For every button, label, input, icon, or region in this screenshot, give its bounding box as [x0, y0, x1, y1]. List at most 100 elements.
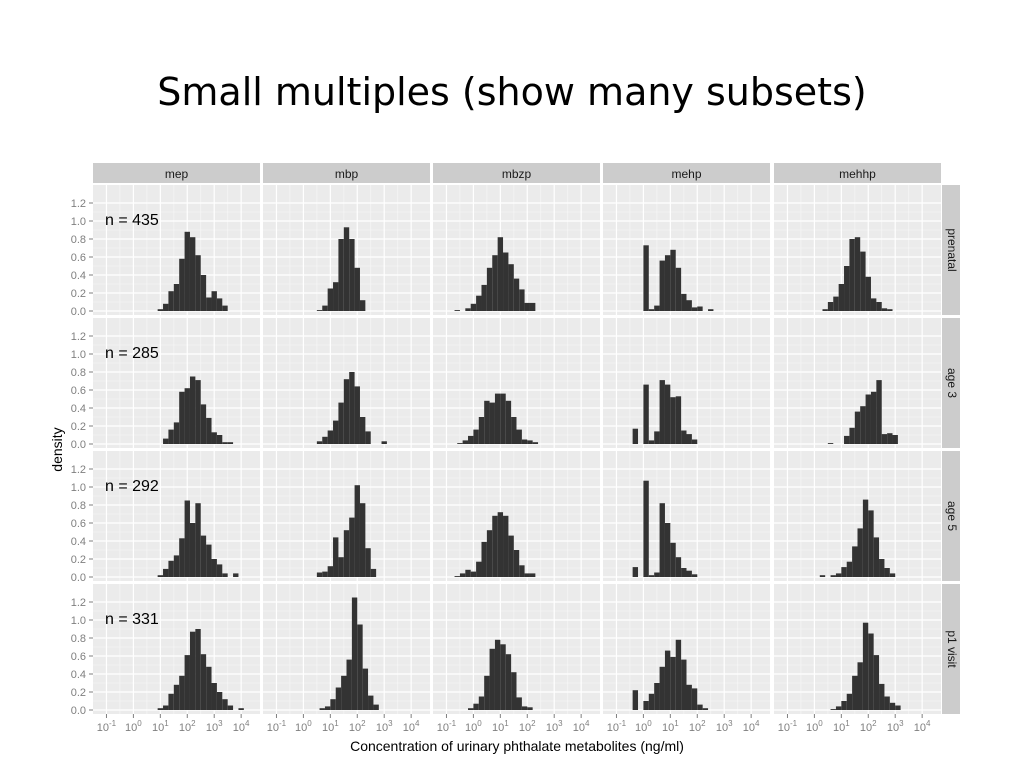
histogram-bar [844, 266, 850, 311]
histogram-bar [500, 644, 506, 710]
histogram-bar [675, 267, 682, 311]
histogram-bar [365, 548, 371, 577]
histogram-bar [532, 442, 539, 444]
histogram-bar [238, 708, 244, 710]
histogram-bar [486, 530, 493, 577]
histogram-bar [468, 708, 474, 710]
x-tick-label: 102 [689, 719, 706, 734]
x-tick-label: 100 [806, 719, 823, 734]
histogram-bar [316, 310, 323, 311]
histogram-bar [876, 380, 882, 444]
histogram-bar [654, 305, 660, 311]
histogram-bar [686, 570, 692, 577]
strip-prenatal [942, 185, 960, 315]
histogram-bar [857, 528, 863, 577]
y-tick-label: 1.0 [71, 216, 86, 228]
histogram-bar [835, 706, 842, 710]
histogram-bar [865, 394, 871, 444]
strip-label-prenatal: prenatal [945, 228, 959, 271]
histogram-bar [516, 429, 522, 444]
histogram-bar [222, 442, 228, 444]
histogram-bar [343, 227, 350, 311]
histogram-bar [381, 441, 387, 444]
histogram-bar [889, 573, 896, 577]
histogram-bar [211, 432, 217, 444]
histogram-bar [330, 699, 336, 710]
strip-label-mbp: mbp [335, 167, 359, 181]
histogram-bar [632, 428, 639, 444]
histogram-bar [659, 260, 665, 311]
histogram-bar [513, 550, 520, 577]
histogram-bar [457, 443, 463, 444]
histogram-bar [195, 380, 201, 444]
histogram-bar [691, 439, 698, 444]
panel-background [603, 451, 770, 581]
histogram-bar [346, 659, 352, 710]
histogram-bar [884, 696, 890, 710]
histogram-bar [870, 298, 877, 311]
histogram-bar [163, 303, 169, 311]
histogram-bar [216, 692, 223, 710]
strip-label-age-5: age 5 [945, 501, 959, 531]
histogram-bar [189, 631, 196, 710]
histogram-bar [478, 417, 485, 444]
histogram-bar [521, 706, 528, 710]
histogram-bar [163, 438, 169, 444]
histogram-bar [470, 303, 477, 311]
y-tick-label: 0.2 [71, 421, 86, 433]
histogram-bar [879, 559, 885, 577]
histogram-bar [327, 430, 334, 444]
x-tick-label: 10-1 [97, 719, 117, 734]
histogram-bar [670, 249, 676, 311]
histogram-bar [168, 693, 174, 710]
histogram-bar [343, 379, 350, 444]
histogram-bar [365, 431, 371, 444]
histogram-bar [846, 693, 853, 710]
strip-age-5 [942, 451, 960, 581]
histogram-bar [670, 542, 676, 577]
histogram-bar [822, 309, 828, 311]
histogram-bar [157, 309, 164, 311]
histogram-bar [189, 237, 196, 311]
histogram-bar [876, 302, 882, 311]
histogram-bar [233, 573, 239, 577]
histogram-bar [827, 302, 834, 311]
n-label: n = 435 [105, 212, 159, 229]
y-tick-label: 0.0 [71, 572, 86, 584]
histogram-bar [179, 538, 185, 577]
x-tick-label: 103 [206, 719, 223, 734]
histogram-bar [489, 402, 495, 444]
histogram-bar [691, 307, 698, 311]
histogram-bar [349, 517, 355, 577]
x-tick-label: 100 [635, 719, 652, 734]
histogram-bar [316, 572, 323, 577]
histogram-bar [681, 659, 687, 710]
histogram-bar [324, 706, 331, 710]
histogram-bar [179, 675, 185, 710]
histogram-bar [511, 672, 517, 710]
histogram-bar [316, 441, 323, 444]
histogram-bar [354, 485, 360, 577]
histogram-bar [511, 417, 517, 444]
x-tick-label: 10-1 [267, 719, 287, 734]
histogram-bar [222, 305, 228, 311]
histogram-bar [632, 690, 639, 710]
y-tick-label: 0.0 [71, 705, 86, 717]
x-tick-label: 102 [179, 719, 196, 734]
histogram-bar [681, 293, 687, 311]
histogram-bar [862, 622, 869, 710]
histogram-bar [195, 503, 201, 577]
histogram-bar [664, 384, 671, 444]
histogram-bar [833, 296, 839, 311]
histogram-bar [854, 237, 861, 311]
histogram-bar [354, 386, 360, 444]
histogram-bar [163, 705, 169, 710]
histogram-bar [476, 561, 482, 577]
strip-mep [93, 163, 260, 183]
x-tick-label: 101 [833, 719, 850, 734]
y-tick-label: 1.0 [71, 615, 86, 627]
histogram-bar [860, 251, 866, 311]
histogram-bar [529, 302, 536, 311]
panel-mehp-age-3 [603, 318, 770, 448]
histogram-bar [200, 404, 207, 444]
